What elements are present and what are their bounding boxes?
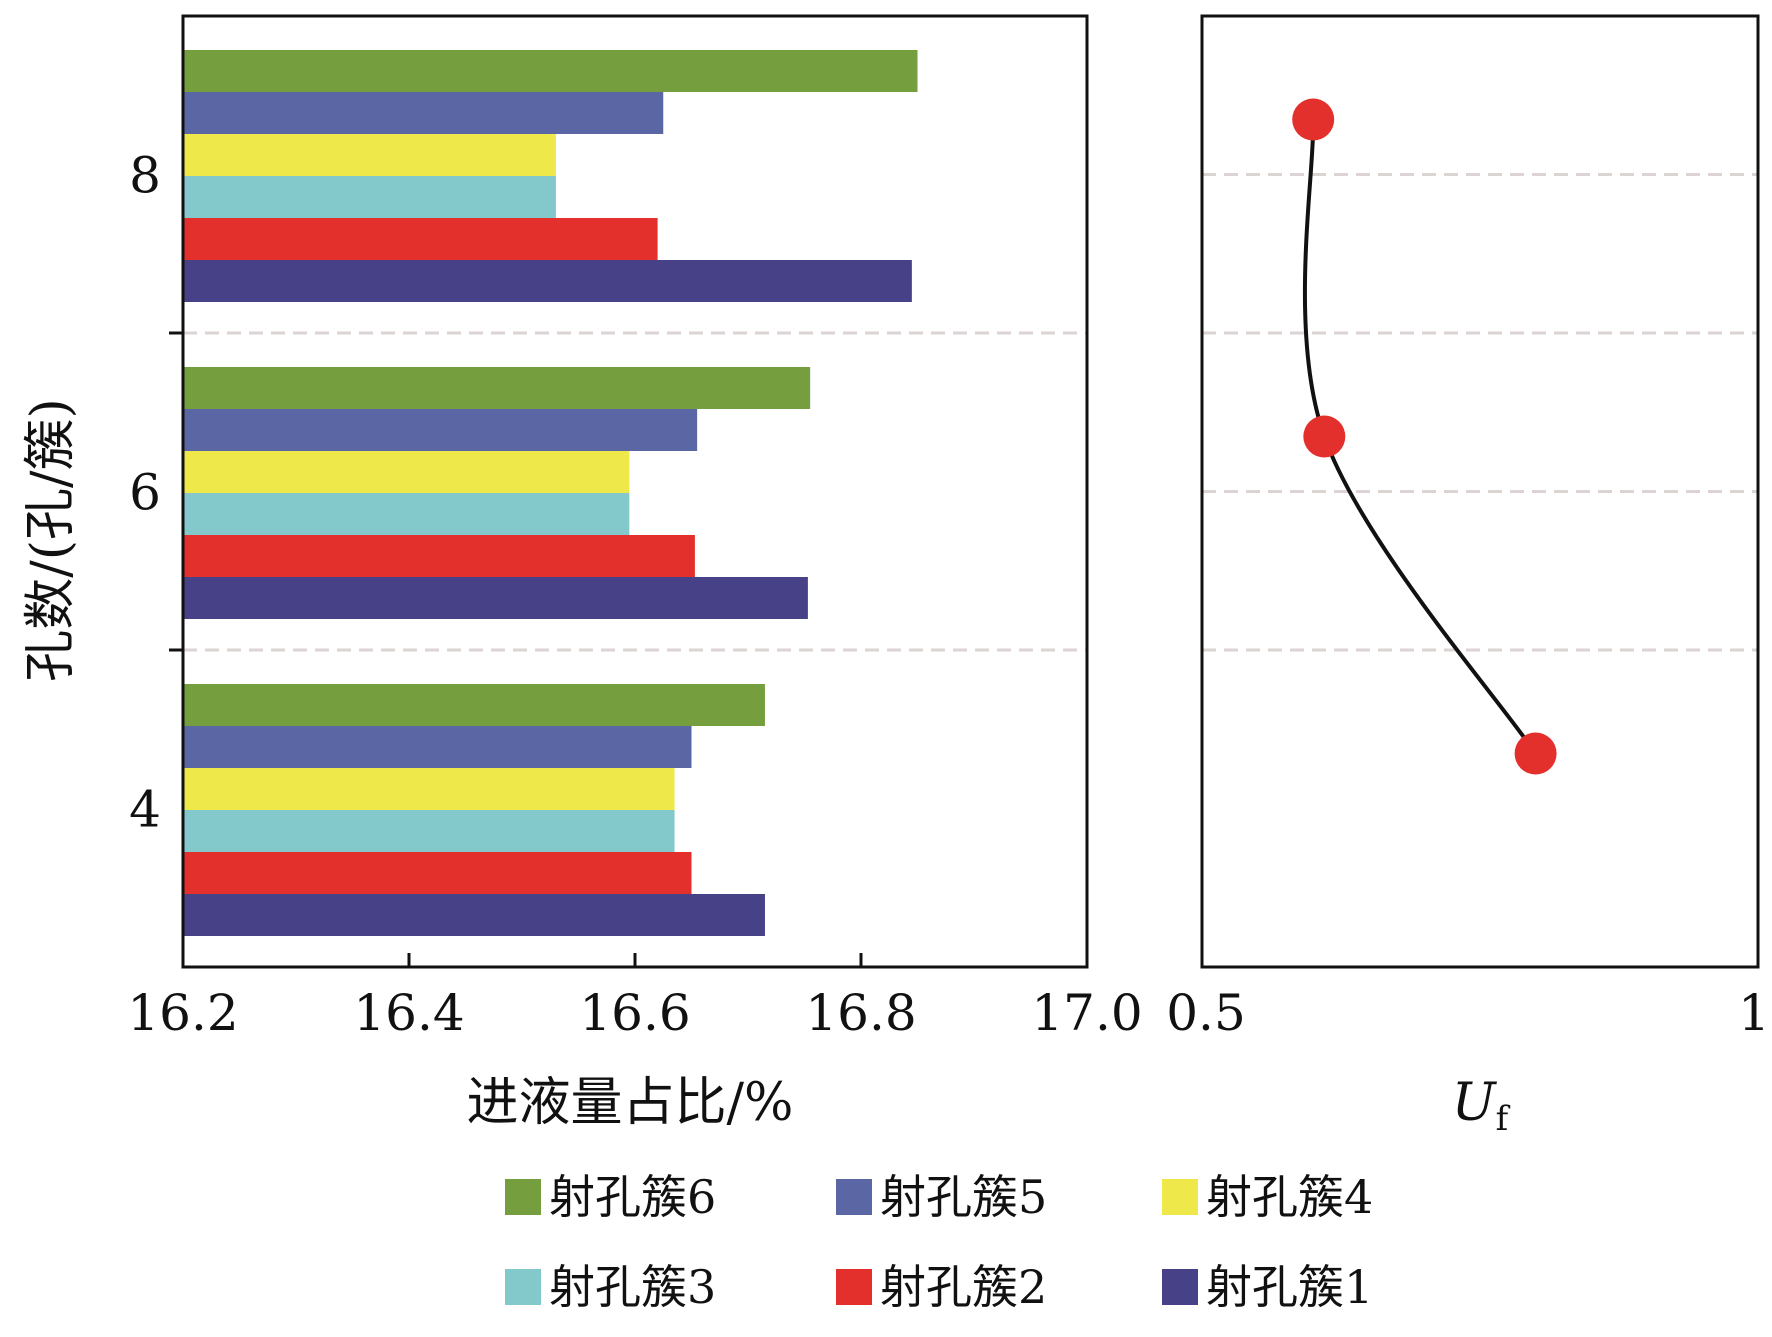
bar-射孔簇1-6 [183, 577, 808, 619]
bar-射孔簇6-4 [183, 684, 765, 726]
bar-射孔簇1-4 [183, 894, 765, 936]
bar-射孔簇6-6 [183, 367, 811, 409]
left-grid [183, 331, 1087, 652]
right-plot-frame [1200, 14, 1760, 969]
legend-swatch [1162, 1269, 1198, 1305]
bar-射孔簇4-6 [183, 451, 630, 493]
legend-item-射孔簇4: 射孔簇4 [1162, 1170, 1373, 1224]
bar-射孔簇5-4 [183, 726, 692, 768]
bar-chart-panel: 8 6 4 16.2 16.4 16.6 16.8 17.0 进液量占比/% 孔数/(孔/簇) [21, 14, 1143, 1133]
legend-item-射孔簇6: 射孔簇6 [505, 1170, 716, 1224]
left-ticks: 8 6 4 16.2 16.4 16.6 16.8 17.0 [127, 147, 1142, 1043]
legend-swatch [1162, 1179, 1198, 1215]
legend-label: 射孔簇6 [549, 1170, 716, 1224]
legend-label: 射孔簇5 [880, 1170, 1047, 1224]
legend-swatch [505, 1179, 541, 1215]
uf-axis-title: Uf [1452, 1073, 1511, 1139]
bar-射孔簇2-8 [183, 218, 658, 260]
uf-chart-panel: 0.5 1 Uf [1166, 14, 1770, 1139]
bar-射孔簇4-4 [183, 768, 675, 810]
bar-射孔簇3-6 [183, 493, 630, 535]
uf-axis-title-subscript: f [1496, 1099, 1511, 1139]
bar-射孔簇3-8 [183, 176, 556, 218]
bar-射孔簇2-4 [183, 852, 692, 894]
bar-射孔簇3-4 [183, 810, 675, 852]
x-tick-label: 17.0 [1031, 984, 1142, 1042]
bar-射孔簇1-8 [183, 260, 912, 302]
right-ticks: 0.5 1 [1166, 984, 1770, 1042]
legend-swatch [505, 1269, 541, 1305]
legend-item-射孔簇2: 射孔簇2 [836, 1260, 1047, 1314]
bar-射孔簇4-8 [183, 134, 556, 176]
uf-point-4 [1514, 732, 1557, 775]
x-tick-label: 16.8 [805, 984, 916, 1042]
uf-point-8 [1292, 98, 1335, 141]
y-tick-label: 8 [129, 147, 161, 205]
legend-label: 射孔簇2 [880, 1260, 1047, 1314]
uf-points [1292, 98, 1557, 775]
legend-label: 射孔簇1 [1206, 1260, 1373, 1314]
x-tick-label: 16.4 [353, 984, 464, 1042]
right-grid [1202, 173, 1758, 652]
legend-item-射孔簇3: 射孔簇3 [505, 1260, 716, 1314]
x-tick-label: 16.2 [127, 984, 238, 1042]
x-tick-label: 16.6 [579, 984, 690, 1042]
y-tick-label: 6 [129, 464, 161, 522]
y-tick-label: 4 [129, 781, 161, 839]
bar-射孔簇2-6 [183, 535, 695, 577]
bar-射孔簇6-8 [183, 50, 918, 92]
legend: 射孔簇6 射孔簇5 射孔簇4 射孔簇3 射孔簇2 射孔簇1 [505, 1170, 1373, 1314]
y-axis-title: 孔数/(孔/簇) [21, 398, 81, 682]
legend-item-射孔簇1: 射孔簇1 [1162, 1260, 1373, 1314]
uf-x-tick-label: 1 [1738, 984, 1770, 1042]
legend-label: 射孔簇4 [1206, 1170, 1373, 1224]
bar-射孔簇5-6 [183, 409, 698, 451]
legend-item-射孔簇5: 射孔簇5 [836, 1170, 1047, 1224]
legend-swatch [836, 1269, 872, 1305]
legend-swatch [836, 1179, 872, 1215]
x-axis-title: 进液量占比/% [467, 1073, 794, 1133]
uf-axis-title-main: U [1452, 1073, 1498, 1133]
uf-x-tick-label: 0.5 [1166, 984, 1246, 1042]
bar-group [183, 50, 918, 936]
legend-label: 射孔簇3 [549, 1260, 716, 1314]
uf-point-6 [1303, 415, 1346, 458]
bar-射孔簇5-8 [183, 92, 664, 134]
